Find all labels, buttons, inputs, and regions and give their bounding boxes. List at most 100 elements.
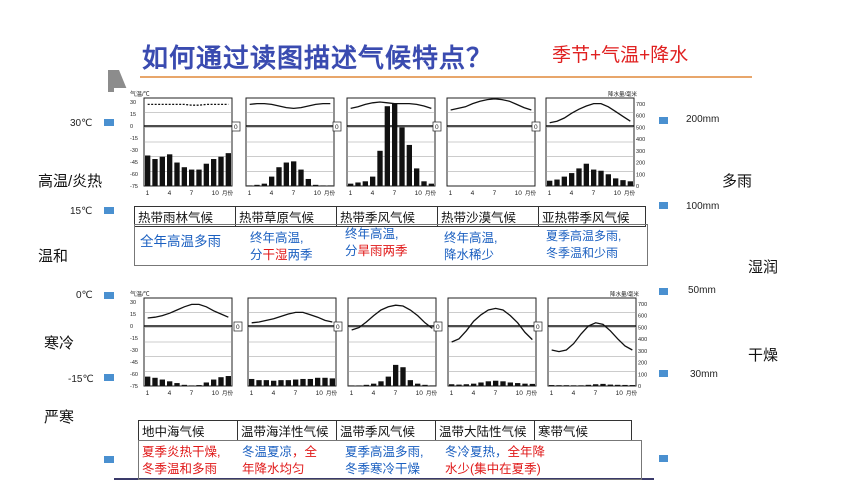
temp-marker [104,374,114,381]
slide-subtitle: 季节+气温+降水 [552,45,689,66]
climate-desc: 冬季温和少雨 [546,246,619,260]
precip-bar [218,156,224,186]
zero-label: 0 [236,324,240,331]
precip-bar [607,384,613,386]
precip-bar [385,376,391,386]
precip-bar [159,156,165,186]
month-unit: 月份 [222,189,234,197]
precip-bar [485,381,491,386]
climate-desc: 冬季寒冷干燥 [345,462,421,476]
precip-bar [563,385,569,386]
precip-bar [407,380,413,386]
month-tick: 10 [416,390,424,397]
precip-word-rainy: 多雨 [722,173,753,190]
precip-axis-tick: 700 [636,102,645,108]
precip-bar [507,382,513,386]
precip-bar [276,167,282,186]
month-unit: 月份 [425,189,437,197]
precip-bar [189,169,195,186]
precip-bar [159,379,165,386]
temp-curve [147,303,229,319]
temp-axis-tick: -60 [130,372,138,378]
precip-bar [363,384,369,386]
month-tick: 1 [146,190,150,197]
precip-bar [576,168,582,186]
temp-axis-tick: 15 [130,112,136,118]
precip-bar [348,183,354,186]
month-tick: 4 [168,190,172,197]
temp-axis-tick: -75 [130,384,138,390]
precip-scale-100: 100mm [686,201,720,212]
month-unit: 月份 [525,189,537,197]
zero-box [432,121,442,132]
climate-desc: 冬季温和多雨 [142,462,218,476]
precip-marker [658,202,668,209]
precip-bar [600,383,606,386]
zero-label: 0 [234,124,238,131]
climate-chart: 1 4 7 10 月份 0 [432,97,537,197]
climate-name: 温带季风气候 [336,420,436,441]
precip-bar [370,176,376,186]
precip-bar [313,184,319,186]
temp-scale-minus15: -15℃ [68,374,94,385]
title-underline [140,76,752,78]
precip-scale-200: 200mm [686,114,720,125]
precip-bar [263,380,269,386]
month-unit: 月份 [222,389,234,397]
precip-axis-header: 降水量/毫米 [608,90,638,98]
precip-bar [393,364,399,386]
zero-box [332,121,342,132]
precip-bar [349,385,355,386]
month-tick: 7 [394,390,398,397]
precip-bar [522,383,528,386]
month-tick: 1 [349,190,353,197]
month-unit: 月份 [326,389,338,397]
month-tick: 4 [572,390,576,397]
temp-curve [249,102,331,110]
climate-name: 热带雨林气候 [134,206,236,227]
precip-bar [500,381,506,386]
temp-axis-tick: -30 [130,348,138,354]
precip-bar [305,178,311,186]
precip-axis-tick: 700 [638,302,647,308]
month-tick: 10 [516,390,524,397]
precip-axis-tick: 200 [636,161,645,167]
precip-bar [569,173,575,186]
precip-bar [378,381,384,386]
precip-bar [271,380,277,386]
precip-scale-50: 50mm [688,285,716,296]
precip-bar [622,384,628,386]
precip-bar [415,383,421,386]
precip-bar [578,385,584,386]
precip-bar [414,168,420,186]
temp-axis-tick: 30 [130,300,136,306]
precip-bar [315,377,321,386]
temp-curve [549,102,631,124]
climate-name: 温带大陆性气候 [435,420,535,441]
climate-chart: 1 4 7 10 月份 0 [332,97,437,197]
climate-name: 热带沙漠气候 [437,206,539,227]
month-tick: 10 [212,390,220,397]
zero-box [233,321,243,332]
month-tick: 7 [393,190,397,197]
month-tick: 10 [316,390,324,397]
precip-bar [422,384,428,386]
climate-desc: 终年高温, [250,231,304,245]
precip-bar [225,376,231,386]
temp-axis-tick: 0 [130,124,133,130]
temp-axis-tick: -60 [130,172,138,178]
precip-bar [196,169,202,186]
climate-desc-line: 冬冷夏热，全年降 [445,445,546,459]
precip-bar [428,183,434,186]
precip-bar [371,383,377,386]
month-tick: 4 [168,390,172,397]
precip-axis-tick: 600 [638,314,647,320]
precip-marker [658,455,668,462]
precip-bar [174,383,180,386]
precip-marker [658,117,668,124]
precip-bar [620,180,626,186]
temp-curve [351,304,433,331]
climate-chart: 1 4 7 10 月份 气温/℃ 30 15 0 -15 -30 -45 -60 -75 [130,290,234,397]
precip-bar [211,379,217,386]
precip-bar [293,379,299,386]
